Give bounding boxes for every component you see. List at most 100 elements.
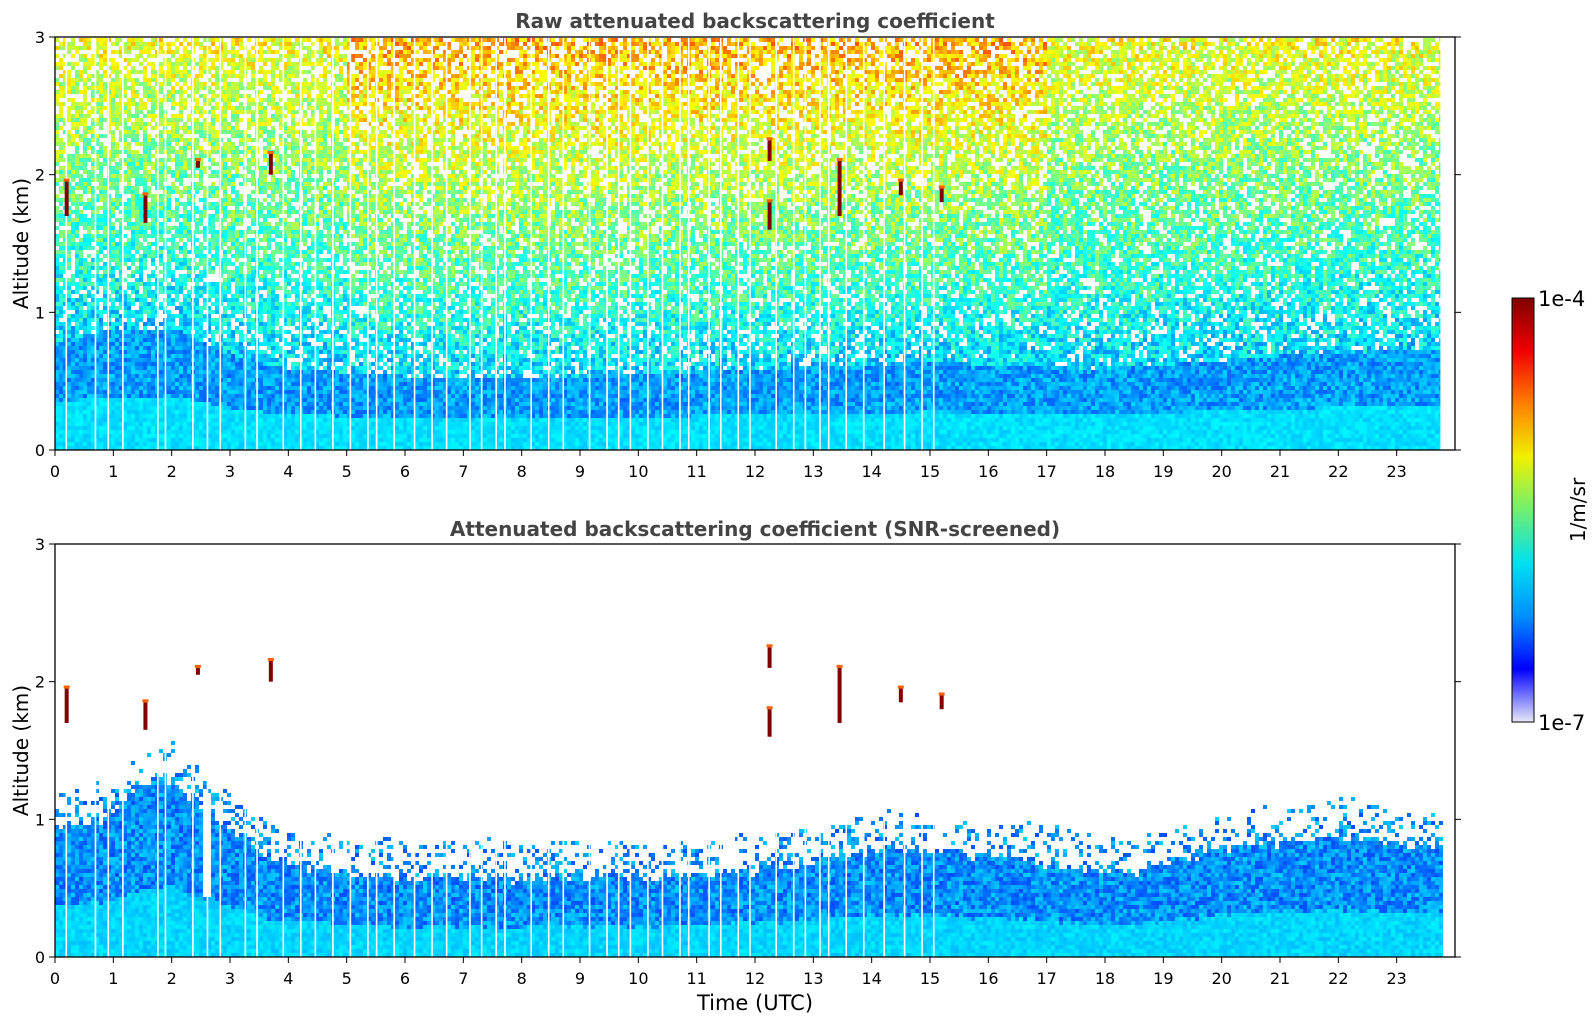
heat-cell: [147, 402, 151, 406]
heat-cell: [151, 182, 155, 186]
heat-cell: [227, 330, 231, 334]
heat-cell: [183, 142, 187, 146]
heat-cell: [175, 210, 179, 214]
heat-cell: [199, 382, 203, 386]
heat-cell: [283, 378, 287, 382]
heat-cell: [63, 38, 67, 42]
heat-cell: [99, 274, 103, 278]
heat-cell: [207, 318, 211, 322]
heat-cell: [67, 62, 71, 66]
heat-cell: [259, 446, 263, 450]
heat-cell: [151, 318, 155, 322]
heat-cell: [183, 378, 187, 382]
heat-cell: [135, 114, 139, 118]
heat-cell: [83, 274, 87, 278]
heat-cell: [131, 402, 135, 406]
heat-cell: [199, 218, 203, 222]
heat-cell: [99, 378, 103, 382]
heat-cell: [59, 326, 63, 330]
heat-cell: [63, 82, 67, 86]
heat-cell: [63, 222, 67, 226]
heat-cell: [167, 326, 171, 330]
heat-cell: [167, 366, 171, 370]
heat-cell: [159, 238, 163, 242]
heat-cell: [67, 186, 71, 190]
heat-cell: [259, 358, 263, 362]
heat-cell: [231, 50, 235, 54]
heat-cell: [279, 78, 283, 82]
heat-cell: [223, 50, 227, 54]
heat-cell: [59, 174, 63, 178]
heat-cell: [139, 118, 143, 122]
heat-cell: [279, 378, 283, 382]
heat-cell: [111, 402, 115, 406]
heat-cell: [119, 354, 123, 358]
heat-cell: [195, 118, 199, 122]
heat-cell: [131, 270, 135, 274]
heat-cell: [263, 70, 267, 74]
heat-cell: [211, 418, 215, 422]
heat-cell: [215, 106, 219, 110]
heat-cell: [187, 74, 191, 78]
heat-cell: [139, 366, 143, 370]
heat-cell: [59, 434, 63, 438]
heat-cell: [251, 382, 255, 386]
heat-cell: [279, 198, 283, 202]
heat-cell: [215, 358, 219, 362]
heat-cell: [115, 374, 119, 378]
heat-cell: [251, 402, 255, 406]
heat-cell: [83, 402, 87, 406]
heat-cell: [63, 102, 67, 106]
heat-cell: [71, 278, 75, 282]
heat-cell: [199, 330, 203, 334]
heat-cell: [199, 70, 203, 74]
heat-cell: [139, 446, 143, 450]
heat-cell: [263, 282, 267, 286]
heat-cell: [275, 410, 279, 414]
heat-cell: [111, 70, 115, 74]
heat-cell: [155, 178, 159, 182]
heat-cell: [259, 406, 263, 410]
heat-cell: [227, 86, 231, 90]
heat-cell: [143, 326, 147, 330]
heat-cell: [147, 86, 151, 90]
heat-cell: [123, 106, 127, 110]
heat-cell: [171, 270, 175, 274]
heat-cell: [211, 230, 215, 234]
heat-cell: [239, 390, 243, 394]
heat-cell: [63, 122, 67, 126]
heat-cell: [119, 158, 123, 162]
heat-cell: [247, 390, 251, 394]
heat-cell: [67, 114, 71, 118]
heat-cell: [71, 354, 75, 358]
heat-cell: [91, 382, 95, 386]
heat-cell: [139, 166, 143, 170]
heat-cell: [223, 318, 227, 322]
heat-cell: [187, 430, 191, 434]
heat-cell: [227, 322, 231, 326]
heat-cell: [87, 230, 91, 234]
heat-cell: [215, 54, 219, 58]
heat-cell: [187, 210, 191, 214]
heat-cell: [63, 346, 67, 350]
heat-cell: [147, 438, 151, 442]
heat-cell: [207, 422, 211, 426]
heat-cell: [91, 426, 95, 430]
heat-cell: [67, 42, 71, 46]
heat-cell: [123, 78, 127, 82]
heat-cell: [279, 138, 283, 142]
heat-cell: [263, 110, 267, 114]
heat-cell: [119, 222, 123, 226]
heat-cell: [111, 86, 115, 90]
heat-cell: [179, 358, 183, 362]
heat-cell: [239, 378, 243, 382]
heat-cell: [95, 318, 99, 322]
heat-cell: [71, 394, 75, 398]
heat-cell: [239, 242, 243, 246]
heat-cell: [115, 298, 119, 302]
heat-cell: [139, 418, 143, 422]
heat-cell: [83, 294, 87, 298]
heat-cell: [239, 370, 243, 374]
heat-cell: [247, 146, 251, 150]
heat-cell: [75, 206, 79, 210]
